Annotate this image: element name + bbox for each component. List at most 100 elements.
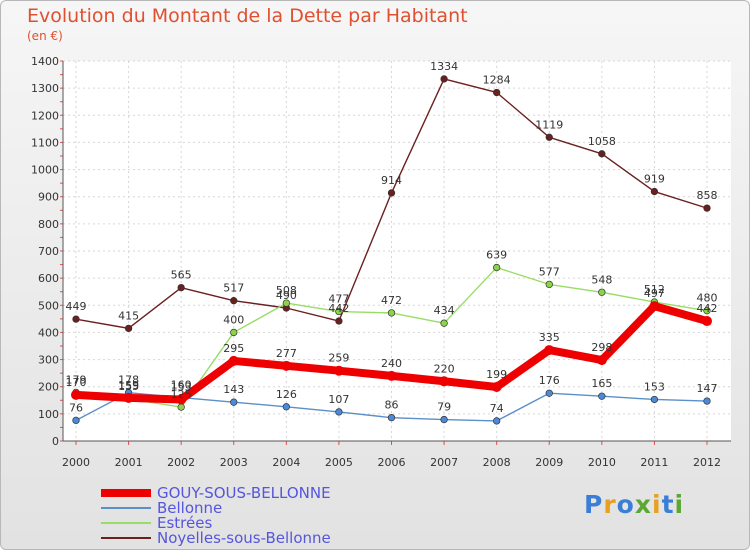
logo-letter: i	[652, 490, 662, 519]
y-tick-label: 300	[38, 354, 59, 367]
logo-letter: o	[616, 490, 635, 519]
data-point	[177, 403, 185, 411]
data-point	[230, 297, 238, 305]
x-tick-label: 2008	[483, 456, 511, 469]
y-tick-label: 1300	[31, 82, 59, 95]
data-point	[491, 381, 502, 392]
x-tick-label: 2003	[220, 456, 248, 469]
logo-letter: P	[584, 490, 604, 519]
data-point	[281, 360, 292, 371]
data-label: 480	[697, 292, 718, 305]
data-label: 472	[381, 294, 402, 307]
data-label: 220	[434, 362, 455, 375]
data-point	[71, 389, 81, 400]
data-point	[177, 283, 185, 292]
x-tick-label: 2009	[535, 456, 563, 469]
legend-swatch	[101, 507, 151, 509]
data-label: 1119	[535, 118, 563, 131]
data-label: 107	[328, 393, 349, 406]
y-tick-label: 100	[38, 408, 59, 421]
data-point	[440, 415, 448, 424]
data-point	[598, 150, 606, 158]
data-point	[72, 416, 80, 425]
legend-swatch	[101, 489, 151, 497]
data-point	[703, 204, 711, 212]
data-point	[702, 316, 712, 327]
y-tick-label: 400	[38, 326, 59, 339]
data-label: 477	[328, 293, 349, 306]
data-point	[387, 414, 396, 422]
data-label: 415	[118, 309, 139, 322]
data-point	[335, 307, 343, 316]
data-point	[650, 395, 659, 404]
x-tick-label: 2012	[693, 456, 721, 469]
data-point	[598, 288, 606, 296]
data-point	[649, 301, 660, 312]
legend-label: Bellonne	[157, 499, 223, 517]
y-tick-label: 700	[38, 245, 59, 258]
data-label: 442	[697, 302, 718, 315]
x-tick-label: 2006	[378, 456, 406, 469]
data-label: 86	[385, 399, 399, 412]
x-tick-label: 2000	[62, 456, 90, 469]
x-tick-label: 2001	[115, 456, 143, 469]
legend-swatch	[101, 537, 151, 539]
x-tick-label: 2005	[325, 456, 353, 469]
data-label: 125	[171, 388, 192, 401]
data-label: 259	[328, 352, 349, 365]
logo-letter: i	[674, 490, 685, 519]
data-label: 147	[697, 382, 718, 395]
data-point	[387, 309, 396, 317]
y-tick-label: 600	[38, 272, 59, 285]
data-label: 1334	[430, 60, 458, 73]
data-point	[386, 370, 397, 381]
data-point	[228, 355, 239, 366]
logo-letter: r	[603, 490, 617, 519]
data-label: 143	[223, 383, 244, 396]
y-tick-label: 1000	[31, 164, 59, 177]
data-point	[545, 280, 553, 289]
data-point	[335, 317, 343, 325]
data-label: 914	[381, 174, 402, 187]
legend-label: Noyelles-sous-Bellonne	[157, 529, 331, 547]
data-point	[176, 394, 187, 405]
data-label: 497	[644, 287, 665, 300]
data-label: 240	[381, 357, 402, 370]
legend-swatch	[101, 522, 151, 524]
data-label: 295	[223, 342, 244, 355]
data-point	[282, 299, 290, 307]
data-label: 577	[539, 265, 560, 278]
data-point	[545, 389, 553, 397]
data-label: 199	[486, 368, 507, 381]
data-point	[335, 408, 343, 416]
data-point	[440, 75, 448, 83]
data-point	[493, 88, 501, 97]
data-label: 490	[276, 289, 297, 302]
data-label: 565	[171, 269, 192, 282]
data-label: 179	[66, 373, 87, 386]
legend-label: Estrées	[157, 514, 213, 532]
data-point	[440, 319, 448, 327]
legend-label: GOUY-SOUS-BELLONNE	[157, 484, 331, 502]
data-label: 155	[118, 380, 139, 393]
chart-subtitle: (en €)	[27, 29, 63, 43]
y-tick-label: 0	[52, 435, 59, 448]
chart-title: Evolution du Montant de la Dette par Hab…	[27, 5, 468, 27]
data-label: 76	[69, 401, 83, 414]
data-point	[387, 189, 396, 197]
data-label: 1058	[588, 135, 616, 148]
y-tick-label: 1400	[31, 55, 59, 68]
data-label: 126	[276, 388, 297, 401]
y-tick-label: 1200	[31, 109, 59, 122]
data-point	[493, 417, 501, 425]
data-point	[598, 392, 606, 400]
data-point	[123, 392, 134, 403]
data-label: 442	[328, 302, 349, 315]
data-label: 548	[591, 273, 612, 286]
data-label: 298	[591, 341, 612, 354]
data-point	[230, 398, 238, 406]
data-label: 639	[486, 249, 507, 262]
data-point	[124, 324, 133, 333]
